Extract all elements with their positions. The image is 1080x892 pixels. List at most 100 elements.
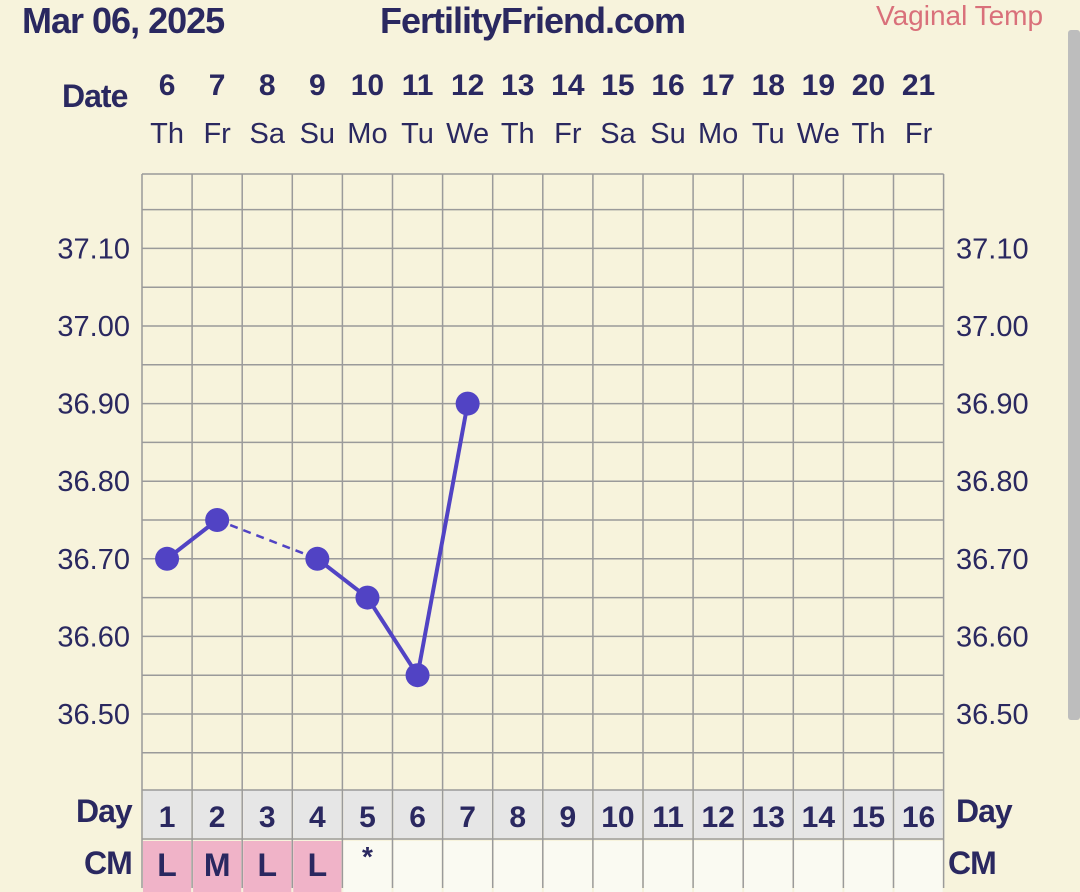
date-tick-label: 11 [402,69,434,102]
weekday-tick-label: Mo [698,118,738,150]
date-tick-label: 20 [852,69,885,102]
y-tick-label-right: 36.50 [956,699,1029,731]
temperature-point [405,663,430,688]
cycle-day-label: 5 [359,801,376,834]
cm-cell [694,841,743,892]
day-cell [293,790,342,838]
scrollbar[interactable] [1068,30,1080,720]
temperature-line-segment [216,518,318,560]
cm-cell [894,841,943,892]
cycle-day-label: 7 [459,801,476,834]
cm-cell [593,841,642,892]
day-row-label-right: Day [956,793,1013,829]
date-tick-label: 13 [501,69,534,102]
weekday-tick-label: Fr [203,118,231,150]
cycle-day-label: 11 [652,801,684,834]
y-tick-label-left: 36.60 [57,621,130,653]
cm-cell [443,841,492,892]
temperature-line-segment [365,596,420,677]
day-cell [193,790,242,838]
cycle-day-label: 4 [309,801,326,834]
cm-cell [243,841,292,892]
weekday-tick-label: We [797,118,840,150]
y-tick-label-left: 37.00 [57,311,130,343]
weekday-tick-label: Su [300,118,335,150]
cycle-day-label: 1 [159,801,176,834]
temperature-line-segment [415,403,470,676]
weekday-tick-label: Tu [752,118,785,150]
cycle-day-label: 14 [802,801,836,834]
cm-cell [794,841,843,892]
cycle-day-label: 12 [701,801,734,834]
temperature-point [205,508,230,532]
cm-value-label: L [157,847,177,883]
weekday-tick-label: Mo [347,118,387,150]
day-cell [493,790,542,838]
date-tick-label: 14 [551,69,585,102]
cycle-day-label: 8 [509,801,526,834]
weekday-tick-label: Th [501,118,535,150]
day-cell [543,790,592,838]
day-cell [443,790,492,838]
cycle-day-label: 2 [209,801,226,834]
temperature-point [155,546,180,571]
date-tick-label: 6 [159,69,176,102]
date-tick-label: 21 [902,69,935,102]
weekday-tick-label: Th [852,118,886,150]
date-tick-label: 8 [259,69,276,102]
temperature-point [355,585,380,610]
cycle-day-label: 13 [752,801,785,834]
cycle-day-label: 10 [601,801,634,834]
y-tick-label-right: 36.80 [956,466,1029,498]
weekday-tick-label: Th [150,118,184,150]
date-tick-label: 18 [752,69,785,102]
cm-cell [293,841,342,892]
cycle-day-label: 16 [902,801,935,834]
weekday-tick-label: Fr [554,118,582,150]
day-cell [744,790,793,838]
weekday-tick-label: Tu [401,118,434,150]
y-tick-label-right: 37.00 [956,311,1029,343]
cm-value-label: * [362,841,373,872]
day-cell [143,790,192,838]
y-tick-label-left: 36.80 [57,466,130,498]
chart-date: Mar 06, 2025 [22,0,225,41]
day-cell [343,790,392,838]
y-tick-label-right: 37.10 [956,233,1029,265]
cm-cell [493,841,542,892]
weekday-tick-label: Fr [905,118,933,150]
cm-cell [343,841,392,892]
date-tick-label: 15 [601,69,634,102]
y-tick-label-left: 36.90 [57,389,130,421]
temperature-point [455,391,480,416]
cycle-day-label: 9 [560,801,577,834]
cm-cell [744,841,793,892]
cm-value-label: M [204,847,231,883]
day-cell [593,790,642,838]
y-tick-label-left: 36.70 [57,544,130,576]
day-cell [243,790,292,838]
temperature-point [305,546,330,571]
date-tick-label: 17 [701,69,734,102]
y-tick-label-left: 36.50 [57,699,130,731]
weekday-tick-label: Sa [600,118,636,150]
day-cell [694,790,743,838]
cm-cell [393,841,442,892]
site-title[interactable]: FertilityFriend.com [380,0,686,41]
weekday-tick-label: Sa [250,118,286,150]
day-cell [644,790,693,838]
cycle-day-label: 15 [852,801,885,834]
day-cell [844,790,893,838]
y-tick-label-right: 36.60 [956,621,1029,653]
date-tick-label: 10 [351,69,384,102]
date-tick-label: 7 [209,69,226,102]
cm-row-label-left: CM [84,845,133,881]
y-tick-label-right: 36.90 [956,389,1029,421]
weekday-tick-label: We [446,118,489,150]
cycle-day-label: 6 [409,801,426,834]
day-cell [794,790,843,838]
day-row-label-left: Day [76,793,133,829]
y-tick-label-left: 37.10 [57,233,130,265]
date-tick-label: 16 [651,69,684,102]
